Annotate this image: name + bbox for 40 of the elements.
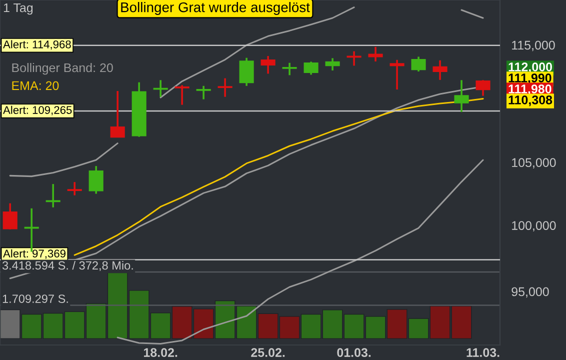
candlestick (476, 79, 490, 97)
candlestick (368, 46, 383, 62)
ref-line-label: Alert: 97,369 (3, 249, 66, 259)
candlestick (432, 59, 448, 81)
ref-line-label: Alert: 114,968 (3, 40, 71, 50)
chart-subtitle: 1 Tag (4, 3, 33, 15)
x-tick-label: 18.02. (144, 348, 178, 357)
ref-line-label: 1.709.297 S. (2, 294, 68, 303)
text: 111,990 (508, 74, 552, 84)
text: 111,980 (508, 84, 552, 96)
candlestick (390, 58, 404, 90)
x-tick-label: 25.02. (251, 348, 285, 357)
ref-line-label: Alert: 109,265 (3, 106, 72, 116)
x-tick-label: 01.03. (337, 348, 371, 357)
candlestick (46, 183, 60, 208)
text: Bollinger Band: 20 (12, 63, 113, 75)
candlestick (304, 60, 318, 76)
candlestick (282, 62, 297, 76)
candlestick (218, 77, 232, 98)
x-tick-label: 11.03. (466, 348, 500, 357)
candlestick (454, 79, 469, 113)
text: EMA: 20 (12, 81, 59, 90)
candlestick (196, 84, 211, 100)
y-tick-label: 100,000 (512, 221, 556, 232)
candlestick (88, 165, 104, 195)
ref-line-label: 3.418.594 S. / 372,8 Mio. (2, 260, 133, 272)
text: 112,000 (508, 62, 552, 74)
y-tick-label: 105,000 (512, 158, 556, 168)
candlestick (110, 90, 125, 138)
candlestick (239, 56, 254, 87)
y-tick-label: 95,000 (512, 287, 549, 298)
candlestick (325, 57, 340, 72)
y-tick-label: 115,000 (512, 40, 555, 52)
candlestick (411, 56, 426, 72)
text: 110,308 (508, 96, 552, 106)
candlestick (174, 84, 190, 106)
candlestick (260, 55, 276, 75)
chart-title: Bollinger Grat wurde ausgelöst (121, 2, 310, 15)
candlestick (67, 181, 82, 196)
candlestick (2, 202, 18, 230)
